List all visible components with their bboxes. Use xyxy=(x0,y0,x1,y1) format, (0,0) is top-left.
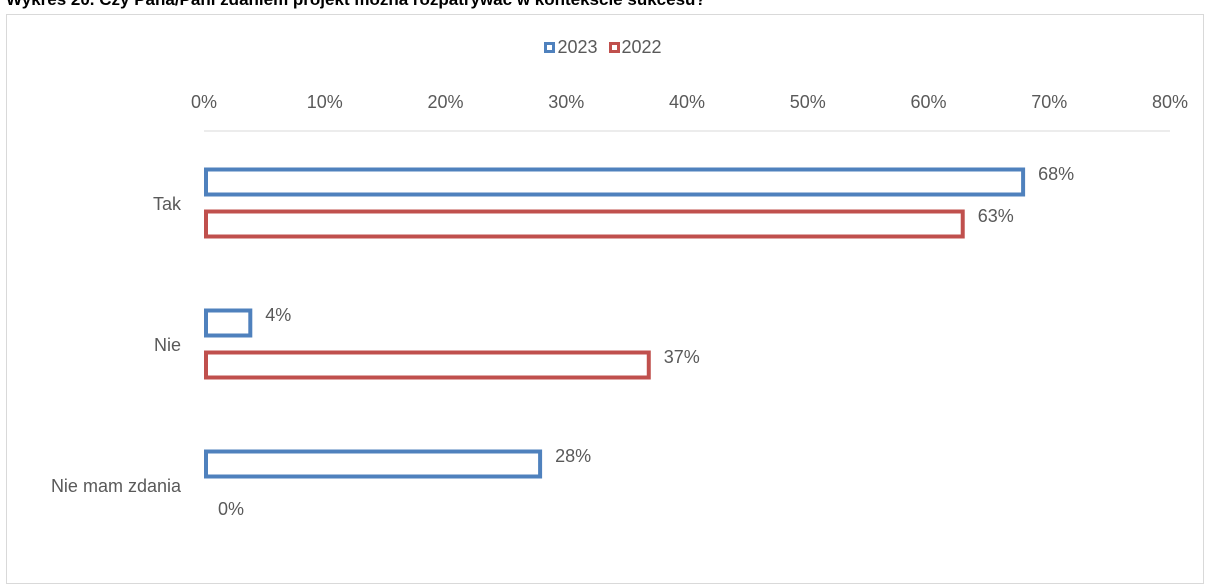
data-label-2022: 63% xyxy=(978,206,1014,226)
bar-2022 xyxy=(204,209,965,239)
bar-2023 xyxy=(204,308,253,338)
legend-swatch-2023 xyxy=(544,42,556,53)
x-tick-label: 80% xyxy=(1152,92,1188,112)
legend-label-2023: 2023 xyxy=(557,37,598,57)
legend-item-2023: 2023 xyxy=(544,37,597,58)
legend-item-2022: 2022 xyxy=(608,37,662,58)
x-tick-label: 10% xyxy=(307,92,343,112)
data-label-2022: 0% xyxy=(218,499,244,519)
legend-label-2022: 2022 xyxy=(621,37,662,57)
x-tick-label: 70% xyxy=(1031,92,1067,112)
x-tick-label: 20% xyxy=(427,92,463,112)
legend: 2023 2022 xyxy=(0,37,1206,58)
data-label-2023: 28% xyxy=(555,446,591,466)
bar-2022 xyxy=(204,350,651,380)
bar-2023 xyxy=(204,449,543,479)
x-tick-label: 40% xyxy=(669,92,705,112)
x-tick-label: 60% xyxy=(910,92,946,112)
x-tick-label: 0% xyxy=(191,92,217,112)
data-label-2023: 68% xyxy=(1038,164,1074,184)
category-label: Nie xyxy=(154,335,181,355)
data-label-2022: 37% xyxy=(664,347,700,367)
category-label: Nie mam zdania xyxy=(51,476,182,496)
chart-title: Wykres 20. Czy Pana/Pani zdaniem projekt… xyxy=(6,0,706,10)
bar-2023 xyxy=(204,167,1026,197)
legend-swatch-2022 xyxy=(608,42,620,53)
data-label-2023: 4% xyxy=(265,305,291,325)
x-tick-label: 50% xyxy=(790,92,826,112)
category-label: Tak xyxy=(153,194,182,214)
x-tick-label: 30% xyxy=(548,92,584,112)
